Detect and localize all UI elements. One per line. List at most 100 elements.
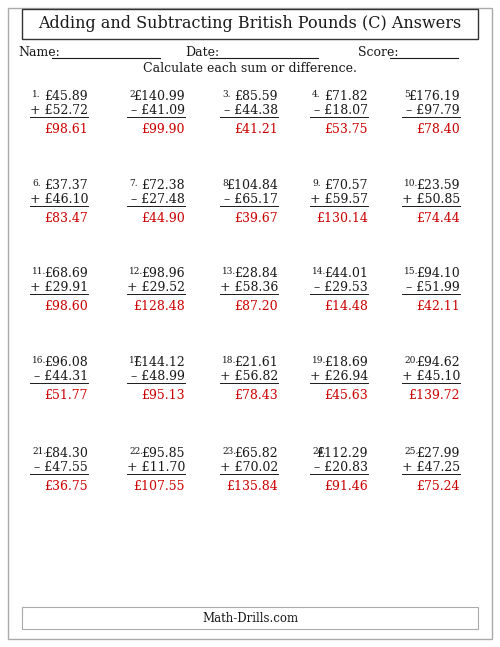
Text: £68.69: £68.69	[44, 267, 88, 280]
Text: + £70.02: + £70.02	[220, 461, 278, 474]
Text: £39.67: £39.67	[234, 212, 278, 225]
Text: + £59.57: + £59.57	[310, 193, 368, 206]
Text: 18.: 18.	[222, 356, 236, 365]
Text: £70.57: £70.57	[324, 179, 368, 192]
Text: – £65.17: – £65.17	[224, 193, 278, 206]
Text: 6.: 6.	[32, 179, 40, 188]
Text: 16.: 16.	[32, 356, 46, 365]
Text: Score:: Score:	[358, 47, 399, 60]
Text: £18.69: £18.69	[324, 356, 368, 369]
Text: £139.72: £139.72	[408, 389, 460, 402]
Text: + £47.25: + £47.25	[402, 461, 460, 474]
Text: £14.48: £14.48	[324, 300, 368, 313]
Text: £87.20: £87.20	[234, 300, 278, 313]
Text: £84.30: £84.30	[44, 447, 88, 460]
Text: + £45.10: + £45.10	[402, 370, 460, 383]
Text: £65.82: £65.82	[234, 447, 278, 460]
Text: £78.40: £78.40	[416, 123, 460, 136]
Text: + £29.91: + £29.91	[30, 281, 88, 294]
Text: £99.90: £99.90	[142, 123, 185, 136]
Text: £45.89: £45.89	[44, 90, 88, 103]
Text: Name:: Name:	[18, 47, 60, 60]
Text: £95.13: £95.13	[142, 389, 185, 402]
Text: £98.96: £98.96	[142, 267, 185, 280]
Text: £45.63: £45.63	[324, 389, 368, 402]
Text: £130.14: £130.14	[316, 212, 368, 225]
Text: 14.: 14.	[312, 267, 326, 276]
Text: – £51.99: – £51.99	[406, 281, 460, 294]
Text: £21.61: £21.61	[234, 356, 278, 369]
Text: £128.48: £128.48	[133, 300, 185, 313]
Text: + £50.85: + £50.85	[402, 193, 460, 206]
Text: £98.61: £98.61	[44, 123, 88, 136]
Text: £96.08: £96.08	[44, 356, 88, 369]
Text: £42.11: £42.11	[416, 300, 460, 313]
Text: – £44.38: – £44.38	[224, 104, 278, 117]
Text: 11.: 11.	[32, 267, 46, 276]
Text: £72.38: £72.38	[142, 179, 185, 192]
Text: 10.: 10.	[404, 179, 418, 188]
Text: + £56.82: + £56.82	[220, 370, 278, 383]
Text: £71.82: £71.82	[324, 90, 368, 103]
Text: £44.01: £44.01	[324, 267, 368, 280]
Text: £53.75: £53.75	[324, 123, 368, 136]
Text: 7.: 7.	[129, 179, 138, 188]
Text: £75.24: £75.24	[416, 480, 460, 493]
Text: £23.59: £23.59	[416, 179, 460, 192]
Text: £41.21: £41.21	[234, 123, 278, 136]
Text: 12.: 12.	[129, 267, 144, 276]
Text: 3.: 3.	[222, 90, 230, 99]
Text: Adding and Subtracting British Pounds (C) Answers: Adding and Subtracting British Pounds (C…	[38, 16, 462, 32]
FancyBboxPatch shape	[8, 8, 492, 639]
Text: + £26.94: + £26.94	[310, 370, 368, 383]
Text: + £58.36: + £58.36	[220, 281, 278, 294]
Text: £98.60: £98.60	[44, 300, 88, 313]
Text: £104.84: £104.84	[226, 179, 278, 192]
Text: 22.: 22.	[129, 447, 143, 456]
Text: £140.99: £140.99	[134, 90, 185, 103]
Text: 21.: 21.	[32, 447, 46, 456]
Text: £94.10: £94.10	[416, 267, 460, 280]
Text: £135.84: £135.84	[226, 480, 278, 493]
Text: 20.: 20.	[404, 356, 418, 365]
Text: 15.: 15.	[404, 267, 418, 276]
FancyBboxPatch shape	[22, 607, 478, 629]
Text: 9.: 9.	[312, 179, 320, 188]
Text: £51.77: £51.77	[44, 389, 88, 402]
Text: 13.: 13.	[222, 267, 236, 276]
Text: + £11.70: + £11.70	[126, 461, 185, 474]
Text: £144.12: £144.12	[133, 356, 185, 369]
Text: 8.: 8.	[222, 179, 230, 188]
Text: Calculate each sum or difference.: Calculate each sum or difference.	[143, 63, 357, 76]
Text: £27.99: £27.99	[416, 447, 460, 460]
Text: £74.44: £74.44	[416, 212, 460, 225]
Text: + £52.72: + £52.72	[30, 104, 88, 117]
Text: – £47.55: – £47.55	[34, 461, 88, 474]
Text: Date:: Date:	[185, 47, 219, 60]
Text: 17.: 17.	[129, 356, 144, 365]
Text: £78.43: £78.43	[234, 389, 278, 402]
Text: 5.: 5.	[404, 90, 413, 99]
Text: £37.37: £37.37	[44, 179, 88, 192]
Text: 2.: 2.	[129, 90, 138, 99]
Text: – £27.48: – £27.48	[131, 193, 185, 206]
Text: £28.84: £28.84	[234, 267, 278, 280]
Text: 24.: 24.	[312, 447, 326, 456]
Text: £91.46: £91.46	[324, 480, 368, 493]
Text: – £41.09: – £41.09	[131, 104, 185, 117]
Text: – £44.31: – £44.31	[34, 370, 88, 383]
Text: – £29.53: – £29.53	[314, 281, 368, 294]
Text: – £18.07: – £18.07	[314, 104, 368, 117]
Text: 1.: 1.	[32, 90, 40, 99]
Text: 25.: 25.	[404, 447, 418, 456]
Text: £36.75: £36.75	[44, 480, 88, 493]
Text: £44.90: £44.90	[142, 212, 185, 225]
Text: £94.62: £94.62	[416, 356, 460, 369]
Text: £95.85: £95.85	[142, 447, 185, 460]
Text: 23.: 23.	[222, 447, 236, 456]
Text: £107.55: £107.55	[134, 480, 185, 493]
Text: £176.19: £176.19	[408, 90, 460, 103]
Text: + £29.52: + £29.52	[127, 281, 185, 294]
Text: Math-Drills.com: Math-Drills.com	[202, 611, 298, 624]
Text: 4.: 4.	[312, 90, 320, 99]
